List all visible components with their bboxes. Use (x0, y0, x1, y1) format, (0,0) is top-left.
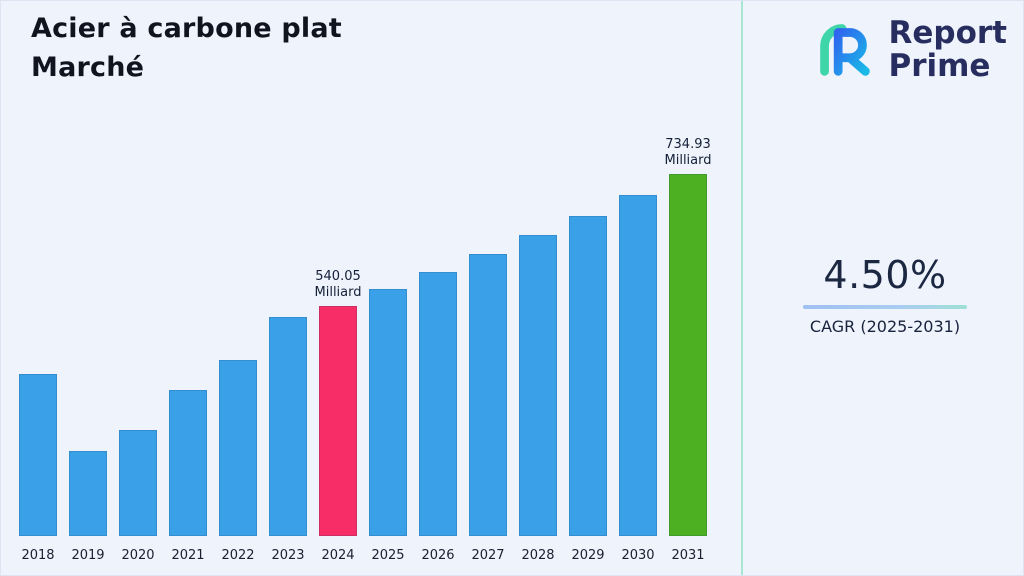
bar-cell-2020: 2020 (119, 430, 157, 563)
bar-2019 (69, 451, 107, 536)
bar-cell-2019: 2019 (69, 451, 107, 563)
cagr-underline (803, 305, 967, 309)
bar-2024 (319, 306, 357, 536)
x-tick-label-2024: 2024 (321, 548, 355, 563)
vertical-divider (741, 1, 743, 575)
x-tick-label-2029: 2029 (571, 548, 605, 563)
cagr-label: CAGR (2025-2031) (809, 317, 961, 336)
bar-2018 (19, 374, 57, 536)
bar-cell-2026: 2026 (419, 272, 457, 563)
bar-cell-2027: 2027 (469, 254, 507, 563)
bar-2030 (619, 195, 657, 536)
x-tick-label-2028: 2028 (521, 548, 555, 563)
bar-2021 (169, 390, 207, 536)
x-tick-label-2025: 2025 (371, 548, 405, 563)
bar-2020 (119, 430, 157, 536)
bar-2026 (419, 272, 457, 536)
brand-name-line2: Prime (888, 48, 991, 84)
bar-2031 (669, 174, 707, 536)
bar-cell-2018: 2018 (19, 374, 57, 563)
bar-2029 (569, 216, 607, 536)
bar-cell-2021: 2021 (169, 390, 207, 563)
bar-cell-2029: 2029 (569, 216, 607, 563)
bar-chart: 2018 2019 2020 2021 2022 2023 540.05 Milliard 20… (19, 137, 712, 564)
bar-2028 (519, 235, 557, 536)
report-prime-logo-icon (809, 13, 879, 87)
bar-cell-2025: 2025 (369, 289, 407, 563)
bar-2027 (469, 254, 507, 536)
x-tick-label-2031: 2031 (671, 548, 705, 563)
bar-cell-2031: 734.93 Milliard 2031 (665, 137, 712, 564)
x-tick-label-2020: 2020 (121, 548, 155, 563)
bar-value-label-2031: 734.93 Milliard (664, 136, 712, 168)
cagr-value: 4.50% (823, 253, 947, 297)
x-tick-label-2019: 2019 (71, 548, 105, 563)
brand-logo: Report Prime (809, 13, 1008, 87)
bar-cell-2022: 2022 (219, 360, 257, 563)
bar-value-label-2024: 540.05 Milliard (314, 268, 362, 300)
x-tick-label-2023: 2023 (271, 548, 305, 563)
bar-cell-2030: 2030 (619, 195, 657, 563)
x-tick-label-2018: 2018 (21, 548, 55, 563)
bar-cell-2023: 2023 (269, 317, 307, 563)
x-tick-label-2030: 2030 (621, 548, 655, 563)
brand-name-line1: Report (888, 14, 1008, 51)
x-tick-label-2021: 2021 (171, 548, 205, 563)
bar-cell-2024: 540.05 Milliard 2024 (315, 269, 362, 564)
page-title: Acier à carbone plat Marché (31, 13, 342, 84)
x-tick-label-2022: 2022 (221, 548, 255, 563)
x-tick-label-2026: 2026 (421, 548, 455, 563)
bar-2023 (269, 317, 307, 536)
cagr-block: 4.50% CAGR (2025-2031) (803, 253, 967, 336)
brand-name: Report Prime (888, 14, 1008, 84)
bar-cell-2028: 2028 (519, 235, 557, 563)
bar-2022 (219, 360, 257, 536)
x-tick-label-2027: 2027 (471, 548, 505, 563)
bar-2025 (369, 289, 407, 536)
